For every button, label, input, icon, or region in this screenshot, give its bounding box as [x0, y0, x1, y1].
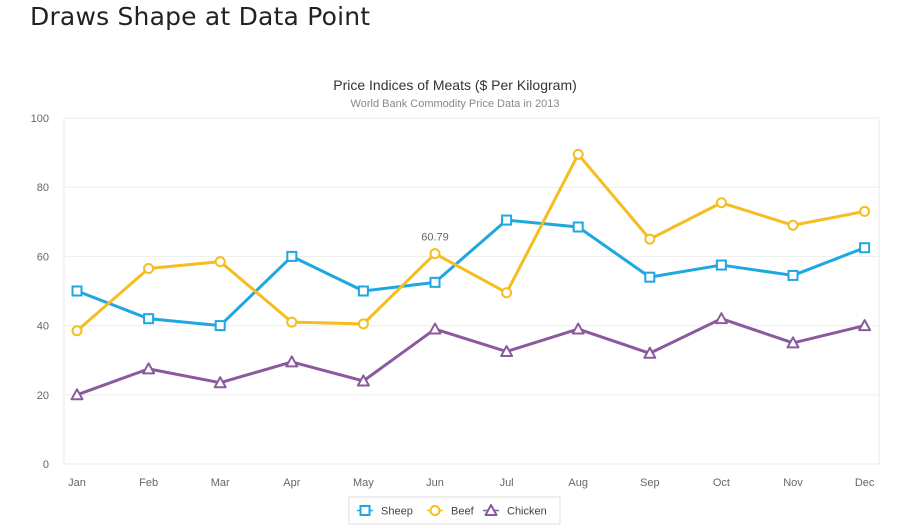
sheep-data-point — [429, 276, 441, 288]
sheep-data-point — [214, 320, 226, 332]
legend-item-beef[interactable]: Beef — [427, 505, 475, 518]
legend-item-sheep[interactable]: Sheep — [357, 505, 413, 518]
y-tick-label: 100 — [31, 113, 49, 125]
beef-data-point — [644, 233, 656, 245]
x-tick-label: Oct — [713, 477, 730, 489]
y-tick-label: 80 — [37, 182, 49, 194]
x-tick-label: Jan — [68, 477, 86, 489]
legend-box — [348, 496, 561, 525]
beef-data-point — [572, 148, 584, 160]
chart-title: Price Indices of Meats ($ Per Kilogram) — [333, 77, 577, 93]
x-axis: Jan Feb Mar Apr May Jun Jul Aug Sep Oct Nov Dec — [68, 477, 875, 489]
legend[interactable]: Sheep Beef Chicken — [348, 496, 561, 525]
sheep-data-point — [143, 313, 155, 325]
sheep-data-point — [71, 285, 83, 297]
series-layer — [70, 148, 872, 401]
x-tick-label: Jul — [500, 477, 514, 489]
chicken-data-point — [285, 355, 299, 368]
y-axis: 0 20 40 60 80 100 — [31, 113, 49, 471]
annotation-layer: 60.79 — [421, 232, 449, 244]
x-tick-label: Aug — [568, 477, 588, 489]
sheep-data-point — [715, 259, 727, 271]
sheep-data-point — [859, 242, 871, 254]
beef-data-point — [429, 248, 441, 260]
chicken-data-point — [643, 346, 657, 359]
x-tick-label: Apr — [283, 477, 300, 489]
legend-marker-chicken — [484, 504, 498, 516]
page-heading: Draws Shape at Data Point — [30, 2, 371, 31]
legend-label-chicken: Chicken — [507, 506, 547, 518]
beef-data-point — [357, 318, 369, 330]
beef-data-point — [501, 287, 513, 299]
plot-area — [63, 117, 880, 465]
legend-marker-beef — [429, 505, 441, 516]
y-tick-label: 60 — [37, 251, 49, 263]
beef-data-point — [715, 197, 727, 209]
x-tick-label: May — [353, 477, 374, 489]
series-sheep — [71, 214, 871, 332]
chart-subtitle: World Bank Commodity Price Data in 2013 — [351, 98, 560, 110]
chicken-data-point — [142, 362, 156, 375]
chicken-data-point — [70, 388, 84, 401]
beef-data-point — [214, 256, 226, 268]
y-tick-label: 40 — [37, 321, 49, 333]
beef-data-point — [286, 316, 298, 328]
x-tick-label: Nov — [783, 477, 803, 489]
chicken-data-point — [858, 319, 872, 332]
chicken-data-point — [213, 376, 227, 389]
chicken-data-point — [786, 336, 800, 349]
y-tick-label: 20 — [37, 390, 49, 402]
sheep-data-point — [357, 285, 369, 297]
x-tick-label: Dec — [855, 477, 875, 489]
x-tick-label: Mar — [211, 477, 230, 489]
chicken-data-point — [428, 322, 442, 335]
beef-data-point — [859, 205, 871, 217]
legend-marker-sheep — [359, 505, 371, 516]
series-line-chicken — [75, 317, 867, 397]
chicken-data-point — [356, 374, 370, 387]
series-beef — [71, 148, 871, 337]
sheep-data-point — [572, 221, 584, 233]
chicken-data-point — [714, 312, 728, 325]
sheep-data-point — [787, 269, 799, 281]
legend-label-sheep: Sheep — [381, 506, 413, 518]
chicken-data-point — [571, 322, 585, 335]
beef-data-point — [143, 263, 155, 275]
beef-data-point — [787, 219, 799, 231]
beef-data-point — [71, 325, 83, 337]
series-chicken — [70, 312, 872, 401]
series-line-beef — [75, 152, 867, 333]
y-tick-label: 0 — [43, 459, 49, 471]
series-line-sheep — [75, 218, 867, 328]
legend-item-chicken[interactable]: Chicken — [483, 504, 547, 518]
sheep-data-point — [644, 271, 656, 283]
x-tick-label: Sep — [640, 477, 660, 489]
x-tick-label: Feb — [139, 477, 158, 489]
x-tick-label: Jun — [426, 477, 444, 489]
sheep-data-point — [286, 250, 298, 262]
chicken-data-point — [500, 345, 514, 358]
grid-lines — [64, 186, 879, 396]
sheep-data-point — [501, 214, 513, 226]
data-label: 60.79 — [421, 232, 449, 244]
legend-label-beef: Beef — [451, 506, 475, 518]
